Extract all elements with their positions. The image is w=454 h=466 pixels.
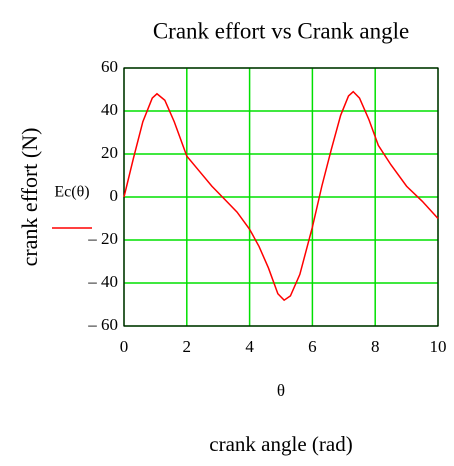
data-line xyxy=(123,90,439,302)
y-tick-label: 60 xyxy=(101,57,118,76)
x-axis-label: θ xyxy=(277,381,285,400)
legend-label: Ec(θ) xyxy=(54,184,89,201)
x-tick-label: 0 xyxy=(120,337,129,356)
x-tick-label: 2 xyxy=(183,337,192,356)
y-tick-label: 20 xyxy=(101,143,118,162)
chart-title: Crank effort vs Crank angle xyxy=(153,18,409,43)
x-tick-label: 4 xyxy=(245,337,254,356)
y-tick-label: – 40 xyxy=(87,272,118,291)
x-axis-title: crank angle (rad) xyxy=(209,432,352,456)
y-tick-label: 0 xyxy=(110,186,119,205)
x-tick-label: 6 xyxy=(308,337,317,356)
x-tick-label: 8 xyxy=(371,337,380,356)
y-tick-label: 40 xyxy=(101,100,118,119)
y-tick-label: – 20 xyxy=(87,229,118,248)
x-tick-label: 10 xyxy=(430,337,447,356)
y-axis-label: crank effort (N) xyxy=(17,128,42,267)
y-tick-label: – 60 xyxy=(87,315,118,334)
